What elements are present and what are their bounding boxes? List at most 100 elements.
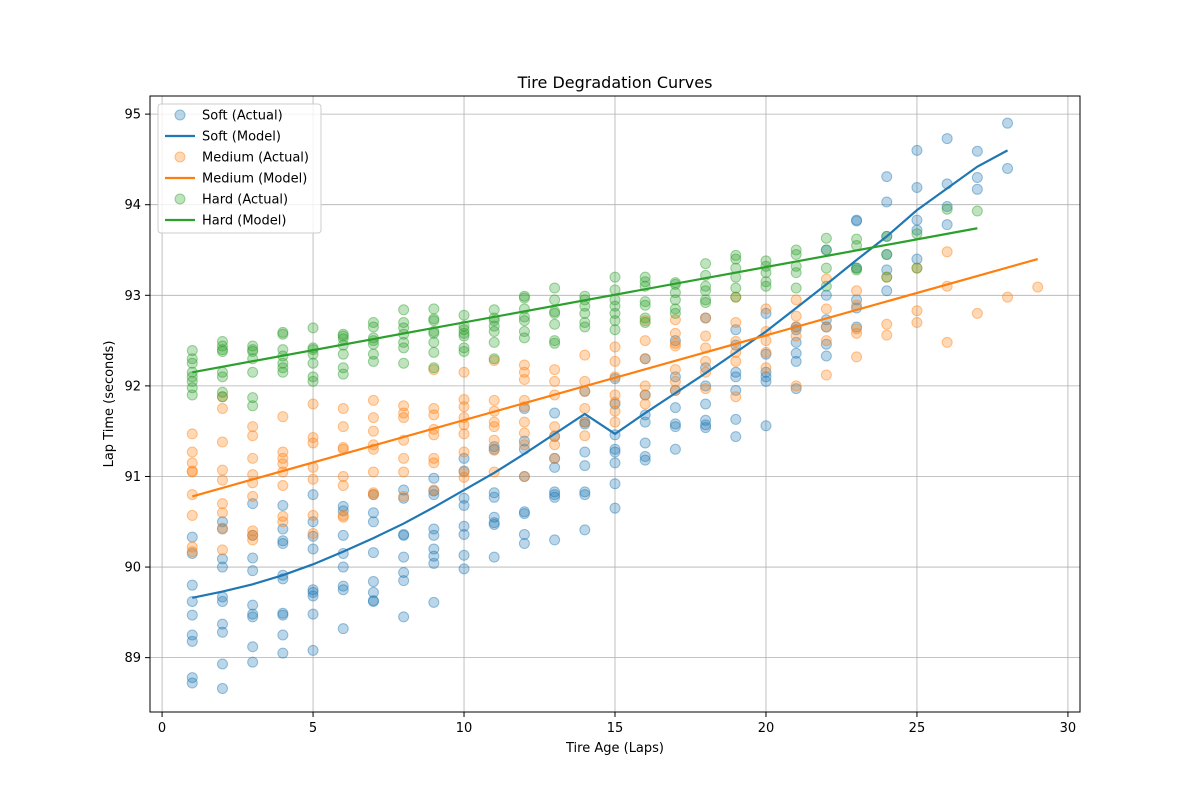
scatter-point [337,480,349,492]
scatter-point [337,623,349,635]
scatter-point [549,489,561,501]
scatter-point [277,458,289,470]
scatter-point [609,271,621,283]
scatter-point [428,484,440,496]
scatter-point [669,307,681,319]
scatter-point [488,517,500,529]
scatter-point [518,366,530,378]
scatter-point [367,489,379,501]
scatter-point [518,508,530,520]
scatter-point [277,523,289,535]
scatter-point [337,584,349,596]
scatter-point [186,466,198,478]
scatter-point [669,303,681,315]
scatter-point [247,608,259,620]
scatter-point [186,629,198,641]
scatter-point [669,402,681,414]
scatter-point [398,575,410,587]
scatter-point [488,326,500,338]
scatter-point [398,611,410,623]
scatter-point [458,324,470,336]
x-tick-label: 5 [309,721,317,736]
scatter-point [307,473,319,485]
scatter-point [458,471,470,483]
scatter-point [186,465,198,477]
scatter-point [549,486,561,498]
scatter-point [881,249,893,261]
scatter-point [428,529,440,541]
scatter-point [277,326,289,338]
scatter-point [730,316,742,328]
scatter-point [609,446,621,458]
scatter-point [398,316,410,328]
scatter-point [730,384,742,396]
scatter-point [700,380,712,392]
legend-item: Medium (Actual) [174,151,309,166]
scatter-point [1002,117,1014,129]
scatter-point [518,332,530,344]
scatter-point [247,529,259,541]
scatter-point [277,366,289,378]
scatter-point [186,547,198,559]
scatter-point [579,321,591,333]
x-tick-label: 0 [158,721,166,736]
y-tick-label: 91 [124,470,141,485]
scatter-point [216,658,228,670]
scatter-point [186,375,198,387]
scatter-point [639,380,651,392]
scatter-point [549,461,561,473]
scatter-point [579,416,591,428]
scatter-point [700,297,712,309]
scatter-point [216,464,228,476]
scatter-point [186,457,198,469]
scatter-point [851,285,863,297]
scatter-point [700,280,712,292]
scatter-point [518,290,530,302]
scatter-point [428,485,440,497]
scatter-point [398,336,410,348]
scatter-point [700,383,712,395]
scatter-point [216,371,228,383]
scatter-point [488,518,500,530]
scatter-point [398,528,410,540]
scatter-point [247,344,259,356]
scatter-point [247,430,259,442]
scatter-point [307,516,319,528]
scatter-point [367,321,379,333]
scatter-point [458,520,470,532]
y-tick-label: 95 [124,108,141,123]
scatter-point [669,287,681,299]
scatter-point [911,144,923,156]
scatter-point [911,262,923,274]
scatter-point [941,336,953,348]
scatter-point [367,507,379,519]
scatter-point [730,413,742,425]
scatter-point [277,516,289,528]
scatter-point [458,393,470,405]
scatter-point [277,538,289,550]
scatter-point [911,228,923,240]
scatter-point [398,357,410,369]
scatter-point [186,541,198,553]
scatter-point [1002,291,1014,303]
scatter-point [216,618,228,630]
scatter-point [820,262,832,274]
scatter-point [851,215,863,227]
scatter-point [307,375,319,387]
scatter-point [307,489,319,501]
scatter-point [639,271,651,283]
x-tick-label: 30 [1060,721,1077,736]
scatter-point [669,340,681,352]
scatter-point [186,357,198,369]
scatter-point [730,324,742,336]
scatter-point [458,309,470,321]
scatter-point [609,341,621,353]
scatter-point [367,576,379,588]
scatter-point [186,579,198,591]
scatter-point [337,368,349,380]
scatter-point [488,320,500,332]
scatter-point [549,318,561,330]
scatter-point [216,522,228,534]
scatter-point [247,529,259,541]
scatter-point [881,171,893,183]
